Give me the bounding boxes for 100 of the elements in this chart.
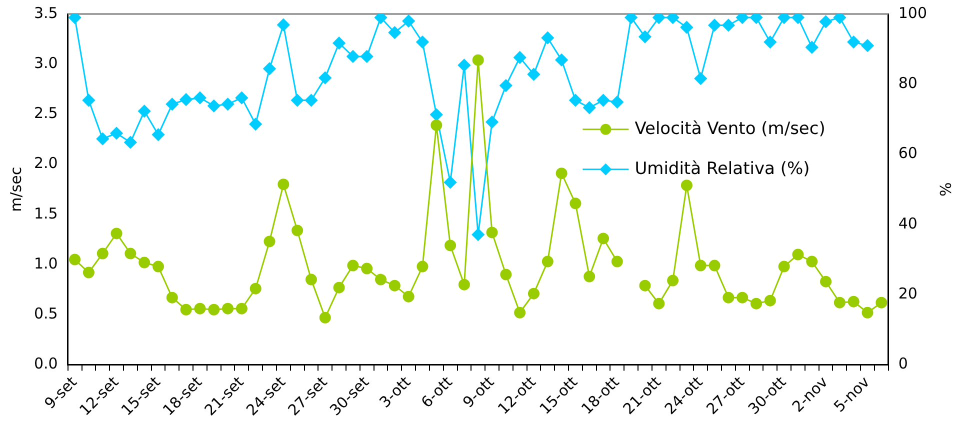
- point: [694, 72, 707, 85]
- point: [750, 14, 763, 24]
- point: [736, 292, 748, 304]
- point: [666, 14, 680, 24]
- y-tick-label: 0.5: [34, 304, 58, 323]
- y-tick-label: 1.0: [34, 254, 58, 272]
- point: [639, 280, 651, 292]
- point: [458, 58, 470, 72]
- point: [152, 128, 164, 141]
- point: [69, 254, 81, 266]
- point: [834, 296, 846, 308]
- point: [138, 256, 150, 268]
- point: [110, 228, 122, 240]
- point: [764, 294, 776, 306]
- point: [708, 260, 720, 272]
- point: [861, 39, 874, 52]
- point: [96, 248, 108, 260]
- point: [249, 118, 262, 130]
- y-tick-label: 3.0: [34, 54, 58, 72]
- y2-tick-label: 20: [898, 284, 918, 302]
- point: [556, 168, 568, 180]
- point: [527, 68, 540, 81]
- point: [722, 18, 735, 32]
- point: [764, 36, 776, 48]
- point: [486, 226, 498, 238]
- point: [277, 18, 290, 32]
- point: [876, 296, 888, 308]
- point: [542, 256, 554, 268]
- point: [833, 14, 846, 24]
- point: [333, 282, 345, 294]
- y-tick-label: 0.0: [34, 354, 58, 373]
- point: [820, 276, 832, 288]
- y-tick-label: 2.0: [34, 154, 58, 172]
- point: [430, 108, 443, 121]
- point: [569, 94, 582, 107]
- point: [402, 14, 415, 28]
- point: [584, 270, 596, 282]
- point: [430, 119, 442, 131]
- point: [680, 21, 693, 34]
- y2-axis-title: %: [936, 182, 954, 196]
- point: [444, 176, 457, 189]
- point: [624, 14, 638, 24]
- point: [514, 51, 526, 64]
- point: [388, 26, 401, 39]
- point: [194, 92, 206, 104]
- point: [319, 312, 331, 324]
- point: [792, 14, 804, 24]
- point: [528, 288, 540, 300]
- point: [166, 292, 178, 304]
- point: [820, 15, 832, 28]
- point: [124, 248, 136, 260]
- point: [500, 79, 512, 92]
- point: [458, 278, 470, 290]
- point: [667, 274, 679, 286]
- point: [374, 14, 388, 24]
- point: [416, 36, 429, 48]
- point: [848, 296, 860, 308]
- point: [610, 96, 624, 108]
- point: [472, 54, 484, 66]
- point: [194, 302, 206, 314]
- point: [500, 268, 512, 280]
- point: [862, 306, 874, 318]
- point: [264, 236, 276, 248]
- point: [346, 50, 360, 63]
- point: [291, 94, 304, 107]
- y2-tick-label: 40: [898, 214, 918, 232]
- y2-tick-label: 60: [898, 144, 918, 162]
- y2-tick-label: 80: [898, 74, 918, 92]
- point: [278, 178, 290, 190]
- point: [597, 94, 610, 107]
- point: [541, 32, 554, 44]
- point: [235, 92, 248, 104]
- legend-label: Umidità Relativa (%): [634, 158, 810, 179]
- point: [653, 298, 665, 310]
- point: [611, 256, 623, 268]
- point: [180, 93, 192, 106]
- point: [652, 14, 666, 24]
- point: [236, 302, 248, 314]
- y-axis-title: m/sec: [6, 166, 25, 212]
- point: [750, 298, 762, 310]
- point: [570, 198, 582, 210]
- point: [361, 262, 373, 274]
- point: [402, 290, 414, 302]
- point: [180, 304, 192, 316]
- point: [96, 132, 109, 146]
- point: [304, 94, 318, 107]
- point: [722, 292, 734, 304]
- legend-label: Velocità Vento (m/sec): [634, 118, 826, 139]
- point: [416, 260, 428, 272]
- y2-tick-label: 100: [898, 4, 928, 22]
- point: [680, 180, 692, 192]
- point: [806, 41, 818, 54]
- point: [778, 260, 790, 272]
- point: [806, 256, 818, 268]
- point: [444, 240, 456, 252]
- point: [124, 136, 137, 149]
- point: [360, 50, 374, 63]
- point: [82, 266, 94, 278]
- point: [208, 304, 220, 316]
- point: [472, 228, 484, 241]
